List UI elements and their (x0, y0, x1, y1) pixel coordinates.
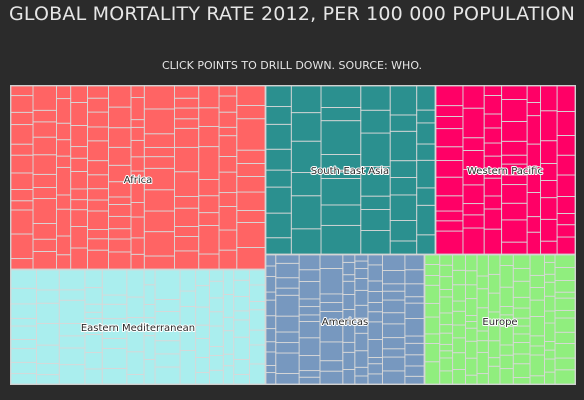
region-south-east-asia[interactable]: South-East Asia (265, 85, 436, 255)
region-western-pacific-label: Western Pacific (467, 166, 543, 177)
region-americas[interactable]: Americas (265, 254, 425, 385)
region-eastern-mediterranean[interactable]: Eastern Mediterranean (10, 269, 266, 385)
region-africa-label: Africa (124, 175, 153, 186)
treemap-cell[interactable] (249, 363, 266, 385)
region-americas-rect[interactable] (266, 255, 424, 384)
treemap-cell[interactable] (404, 375, 425, 385)
chart-subtitle: CLICK POINTS TO DRILL DOWN. SOURCE: WHO. (161, 59, 423, 72)
treemap-cell[interactable] (416, 234, 436, 255)
treemap-cell[interactable] (556, 236, 576, 255)
region-africa-rect[interactable] (11, 86, 265, 269)
treemap-cell[interactable] (554, 369, 576, 385)
region-africa[interactable]: Africa (10, 85, 266, 270)
region-europe-label: Europe (482, 317, 517, 328)
region-europe[interactable]: Europe (424, 254, 576, 385)
region-south-east-asia-label: South-East Asia (311, 166, 389, 177)
treemap: Africa South-East Asia Western Pacific E… (10, 85, 576, 385)
chart-title: GLOBAL MORTALITY RATE 2012, PER 100 000 … (8, 3, 576, 25)
region-americas-label: Americas (322, 317, 368, 328)
region-eastern-mediterranean-label: Eastern Mediterranean (81, 323, 195, 334)
region-western-pacific-rect[interactable] (436, 86, 575, 254)
region-south-east-asia-rect[interactable] (266, 86, 435, 254)
region-western-pacific[interactable]: Western Pacific (435, 85, 576, 255)
treemap-cell[interactable] (236, 247, 266, 270)
region-eastern-mediterranean-rect[interactable] (11, 270, 265, 384)
